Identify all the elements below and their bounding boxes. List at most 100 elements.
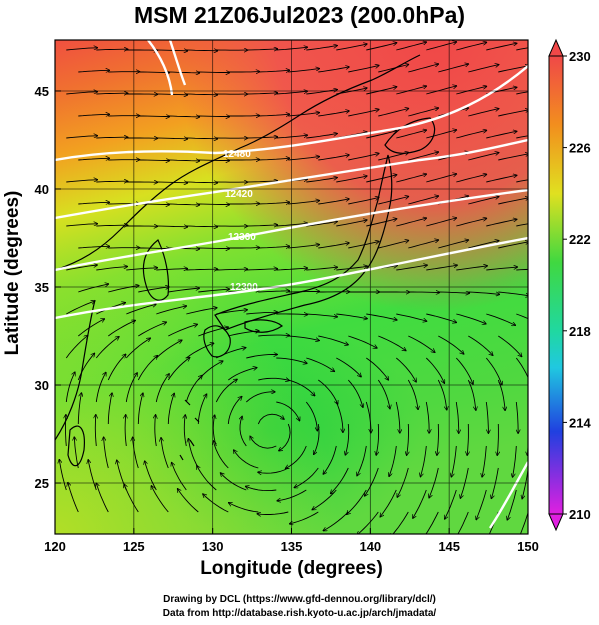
contour-label: 12360 [228,232,256,243]
streamline-arrow [188,438,199,469]
streamline-arrow [407,379,418,410]
streamline-arrow [482,445,487,477]
streamline-arrow [288,245,319,249]
contour-labels: 12300 12360 12420 12480 [223,149,258,293]
streamline-arrow [516,401,518,433]
streamline-arrow [396,265,427,271]
streamline-arrow [515,357,528,386]
streamline-arrow [468,335,493,356]
streamline-arrow [468,197,499,205]
streamline-arrow [527,380,528,381]
streamline-arrow [288,291,320,292]
streamline-arrow [318,155,349,161]
streamline-arrow [276,223,307,227]
streamline-arrow [318,379,338,404]
streamline-arrow [65,335,88,359]
streamline-arrow [426,218,456,227]
mainland-coast [55,54,421,441]
streamline-arrow [468,65,499,73]
streamline-arrow [66,136,97,139]
colorbar-tick-label: 230 [569,49,591,64]
streamline-arrow [456,266,487,271]
streamline-arrow [276,314,308,315]
streamline-arrow [380,489,397,517]
streamline-arrow [213,441,229,469]
streamline-arrow [177,489,199,513]
streamline-arrow [498,154,528,161]
streamline-arrow [438,240,468,249]
streamline-arrow [378,335,406,351]
streamline-arrow [198,289,229,293]
streamline-arrow [257,511,289,515]
streamline-arrow [66,265,97,271]
y-tick-label: 35 [35,280,49,295]
streamline-arrow [78,284,108,293]
streamline-arrow [186,343,214,359]
streamline-arrow [497,423,498,456]
y-axis-ticks: 25 30 35 40 45 [35,84,61,491]
streamline-arrow [258,114,289,116]
streamline-arrow [486,267,517,271]
streamline-arrow [78,114,109,116]
streamline-arrow [323,511,349,531]
streamline-arrow [312,489,337,510]
contour-line-north [147,40,187,96]
streamline-arrow [288,69,319,73]
streamline-arrow [336,313,367,319]
streamline-arrow [486,219,517,227]
streamline-arrow [516,313,528,320]
colorbar-top-cap [548,38,564,57]
colorbar-tick-label: 222 [569,232,591,247]
x-tick-label: 135 [281,539,303,554]
streamline-arrow [425,401,429,433]
streamline-arrow [408,64,438,73]
streamline-arrow [77,393,81,425]
streamline-arrow [437,423,439,455]
streamline-arrow [276,401,299,421]
streamline-arrow [151,486,169,513]
streamline-arrow [203,494,229,513]
streamline-arrow [167,393,174,425]
streamline-arrow [456,218,487,227]
streamline-arrow [396,86,426,95]
streamline-arrow [289,511,319,524]
x-axis-label: Longitude (degrees) [200,558,383,579]
contour-line-12420 [55,138,528,220]
kyushu-coast [203,325,231,358]
streamline-arrow [314,423,320,455]
streamline-arrow [96,49,128,50]
streamline-arrow [294,467,319,488]
streamline-arrow [96,483,109,513]
streamline-arrow [348,241,379,249]
streamline-arrow [155,374,169,403]
contour-line-southeast [488,461,528,529]
streamline-arrow [245,486,277,492]
streamline-arrow [408,108,438,117]
streamline-arrow [336,266,367,271]
colorbar-tick-label: 210 [569,507,591,522]
streamline-arrow [197,394,206,425]
contour-line-12360 [55,188,528,272]
contour-label: 12300 [230,282,258,293]
streamline-arrow [486,313,515,325]
streamline-arrow [408,240,438,249]
streamline-arrow [485,401,488,433]
streamline-arrow [498,198,528,205]
streamline-arrow [184,415,186,447]
streamline-arrow [408,152,438,161]
streamline-arrow [306,90,337,95]
streamline-arrow [66,301,95,315]
streamline-arrow [318,199,349,205]
streamline-arrow [336,44,367,51]
streamline-arrow [138,72,170,73]
colorbar-tick-label: 214 [569,415,591,430]
streamline-arrow [498,66,528,73]
streamline-arrow [456,313,486,324]
streamline-arrow [378,240,409,249]
streamline-arrow [104,437,109,469]
streamline-arrow [366,87,397,95]
streamline-arrow [137,355,157,381]
streamline-arrow [258,70,289,72]
streamline-arrow [516,268,528,271]
streamline-arrow [468,291,499,294]
